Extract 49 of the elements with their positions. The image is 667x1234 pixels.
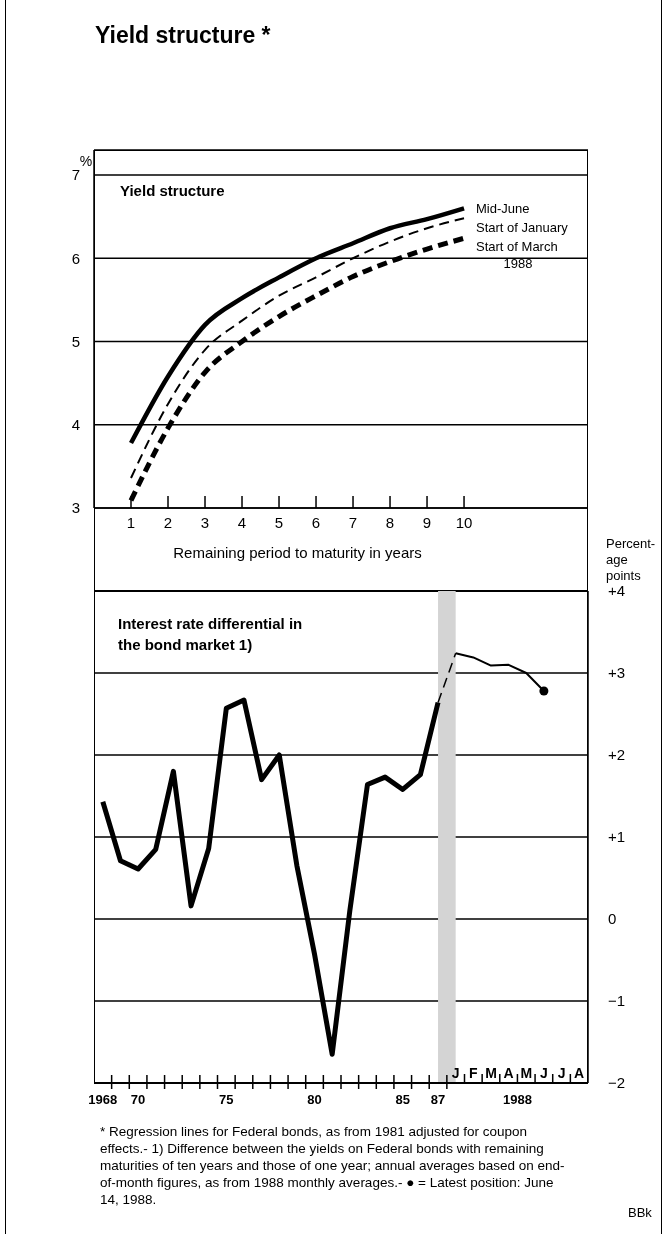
- y-tick-label: 7: [71, 166, 80, 184]
- x-tick-label: 5: [274, 514, 284, 531]
- x-tick-label: 1968: [88, 1092, 118, 1107]
- annotation: 1988: [503, 256, 533, 272]
- text: * Regression lines for Federal bonds, as from 1981 adjusted for coupon effects.- 1) Difference between the yields on Federal bonds with remaining maturities of ten years and those of one year; annual averages based on end-of-month figures, as from 1988 monthly averages.- ● = Latest position: June 14, 1988.: [100, 1123, 566, 1208]
- series-label: Mid-June: [476, 201, 530, 217]
- y-tick-label: 6: [71, 249, 80, 267]
- x-tick-label: 4: [237, 514, 247, 531]
- text: Yield structure: [120, 182, 225, 199]
- series-label: Start of January: [476, 220, 569, 236]
- x-tick-label: J: [557, 1065, 566, 1081]
- chart-title: Yield structure *: [95, 22, 271, 49]
- x-tick-label: A: [503, 1065, 514, 1081]
- x-tick-label: 2: [163, 514, 173, 531]
- y-tick-label: +3: [608, 664, 626, 682]
- x-tick-label: 87: [430, 1092, 446, 1107]
- y-tick-label: −1: [608, 992, 626, 1010]
- y-tick-label: 3: [71, 499, 80, 517]
- x-tick-label: 1: [126, 514, 136, 531]
- x-tick-label: F: [469, 1065, 479, 1081]
- x-tick-label: 8: [385, 514, 395, 531]
- y-axis-title: %: [79, 153, 93, 169]
- y-tick-label: −2: [608, 1074, 626, 1092]
- text: Interest rate differential in the bond market 1): [118, 614, 304, 655]
- x-tick-label: 3: [200, 514, 210, 531]
- x-tick-label: 75: [219, 1092, 234, 1107]
- text: 1988: [502, 1092, 532, 1107]
- y-tick-label: 5: [71, 332, 80, 350]
- x-tick-label: J: [451, 1065, 460, 1081]
- x-tick-label: 85: [395, 1092, 410, 1107]
- series-label: Start of March: [476, 239, 558, 255]
- y-tick-label: +4: [608, 582, 626, 600]
- x-tick-label: A: [574, 1065, 585, 1081]
- x-tick-label: 70: [130, 1092, 146, 1107]
- y-tick-label: +2: [608, 746, 626, 764]
- text: BBk: [628, 1205, 652, 1220]
- x-axis-title: Remaining period to maturity in years: [173, 544, 422, 561]
- x-tick-label: 7: [348, 514, 358, 531]
- y-tick-label: 4: [71, 416, 80, 434]
- y-tick-label: 0: [608, 910, 617, 928]
- x-tick-label: 6: [311, 514, 321, 531]
- x-tick-label: M: [485, 1065, 497, 1081]
- y-tick-label: +1: [608, 828, 626, 846]
- y-axis-title: Percent- age points: [606, 536, 657, 584]
- x-tick-label: 80: [307, 1092, 322, 1107]
- x-tick-label: J: [539, 1065, 548, 1081]
- x-tick-label: M: [520, 1065, 533, 1081]
- x-tick-label: 10: [455, 514, 473, 531]
- x-tick-label: 9: [422, 514, 432, 531]
